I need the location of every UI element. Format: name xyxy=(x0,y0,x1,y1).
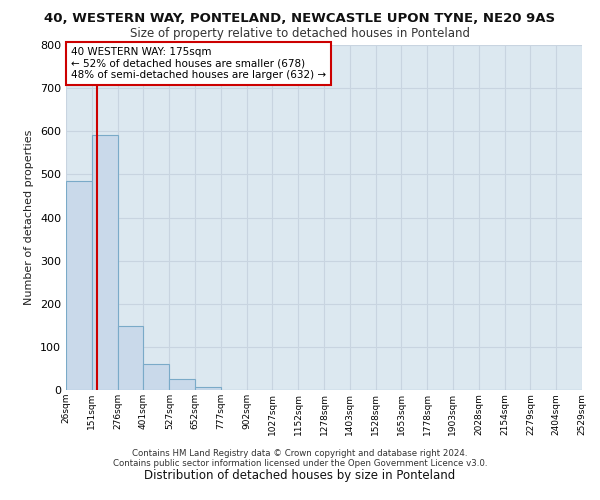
Text: 40 WESTERN WAY: 175sqm
← 52% of detached houses are smaller (678)
48% of semi-de: 40 WESTERN WAY: 175sqm ← 52% of detached… xyxy=(71,46,326,80)
Bar xyxy=(92,134,118,390)
Text: Contains HM Land Registry data © Crown copyright and database right 2024.: Contains HM Land Registry data © Crown c… xyxy=(132,448,468,458)
Text: Size of property relative to detached houses in Ponteland: Size of property relative to detached ho… xyxy=(130,28,470,40)
Text: Distribution of detached houses by size in Ponteland: Distribution of detached houses by size … xyxy=(145,470,455,482)
Bar xyxy=(143,364,169,390)
Bar xyxy=(195,386,221,390)
Text: Contains public sector information licensed under the Open Government Licence v3: Contains public sector information licen… xyxy=(113,458,487,468)
Text: 40, WESTERN WAY, PONTELAND, NEWCASTLE UPON TYNE, NE20 9AS: 40, WESTERN WAY, PONTELAND, NEWCASTLE UP… xyxy=(44,12,556,26)
Bar xyxy=(169,379,195,390)
Bar xyxy=(66,182,92,390)
Y-axis label: Number of detached properties: Number of detached properties xyxy=(25,130,34,305)
Bar xyxy=(118,326,143,390)
